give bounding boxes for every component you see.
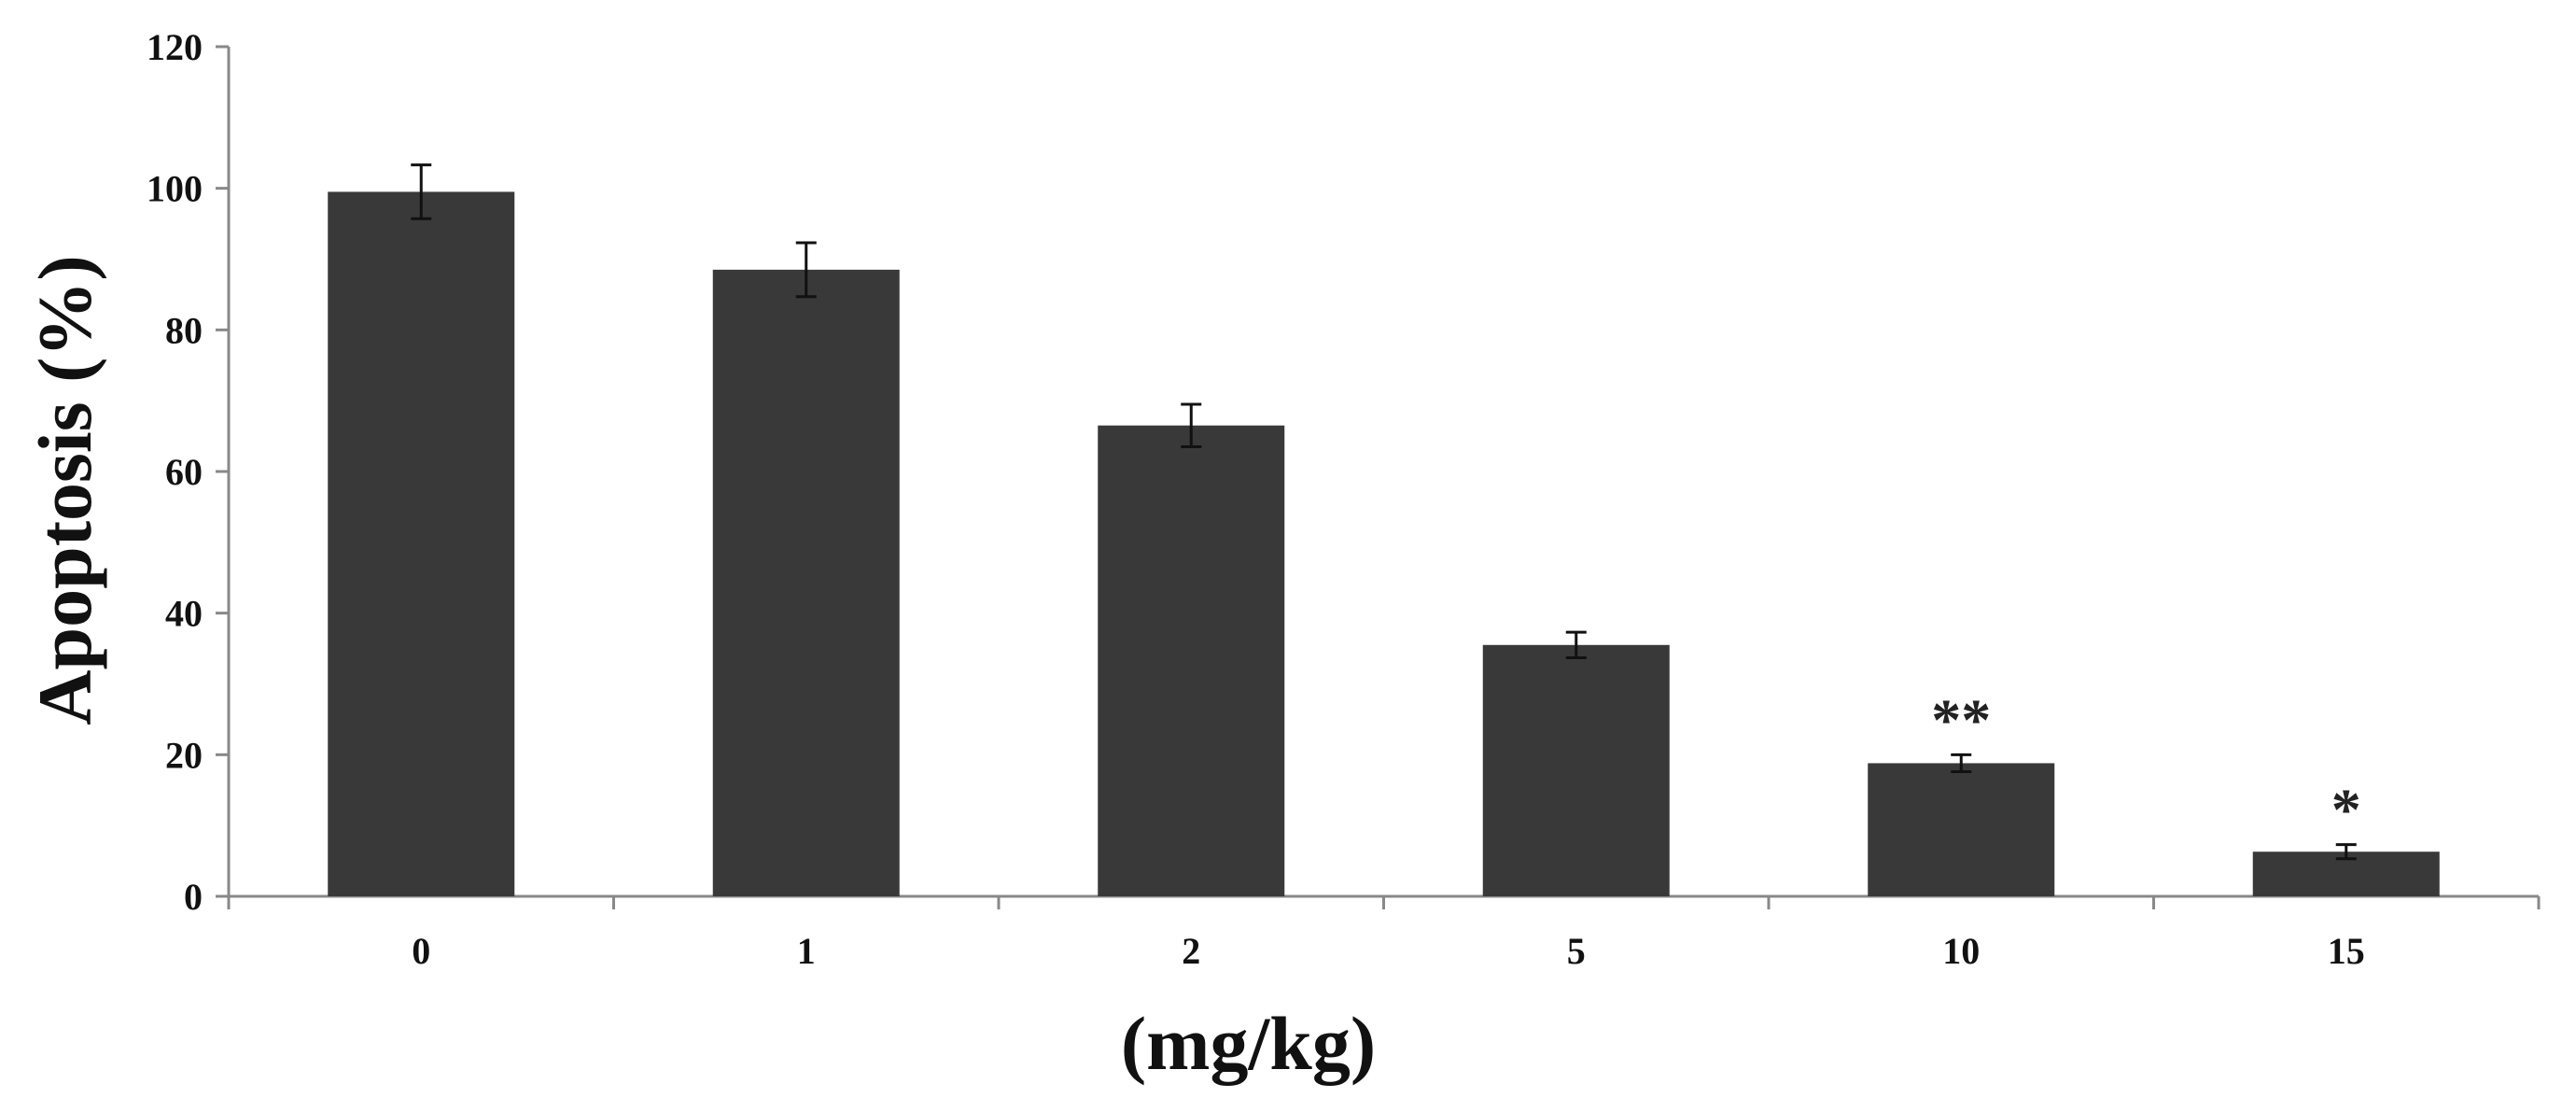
error-bar-15 <box>2335 843 2357 861</box>
x-axis: 0 1 2 5 10 15 <box>227 894 2541 972</box>
x-axis-title: (mg/kg) <box>1121 1001 1376 1086</box>
bar-1 <box>712 269 900 896</box>
bar-5 <box>1482 644 1670 896</box>
significance-marker-10: ** <box>1931 686 1991 753</box>
y-tick-label: 20 <box>165 734 203 776</box>
significance-annotations: *** <box>1931 686 2361 842</box>
x-tick-label: 1 <box>797 930 816 972</box>
y-tick-label: 60 <box>165 451 203 493</box>
bar-2 <box>1098 425 1285 896</box>
x-tick-label: 2 <box>1182 930 1200 972</box>
error-bar-2 <box>1181 402 1202 448</box>
y-axis-title: Apoptosis (%) <box>22 255 107 725</box>
x-tick-label: 10 <box>1942 930 1980 972</box>
significance-marker-15: * <box>2331 777 2361 843</box>
y-tick-label: 80 <box>165 309 203 351</box>
x-tick-label: 15 <box>2328 930 2365 972</box>
error-bar-10 <box>1951 753 1972 774</box>
y-tick-label: 0 <box>184 876 203 918</box>
x-ticks: 0 1 2 5 10 15 <box>227 896 2541 972</box>
error-bar-1 <box>795 241 817 299</box>
error-bars <box>411 163 2357 861</box>
x-tick-label: 5 <box>1567 930 1586 972</box>
y-axis: 0 20 40 60 80 100 120 <box>147 26 231 918</box>
y-ticks: 0 20 40 60 80 100 120 <box>147 26 229 918</box>
error-bar-0 <box>411 163 432 220</box>
error-bar-5 <box>1565 630 1587 659</box>
x-tick-label: 0 <box>412 930 430 972</box>
y-tick-label: 100 <box>147 168 203 210</box>
bar-0 <box>328 191 515 897</box>
y-tick-label: 40 <box>165 593 203 635</box>
bars <box>328 191 2440 897</box>
bar-10 <box>1868 763 2055 896</box>
y-tick-label: 120 <box>147 26 203 68</box>
